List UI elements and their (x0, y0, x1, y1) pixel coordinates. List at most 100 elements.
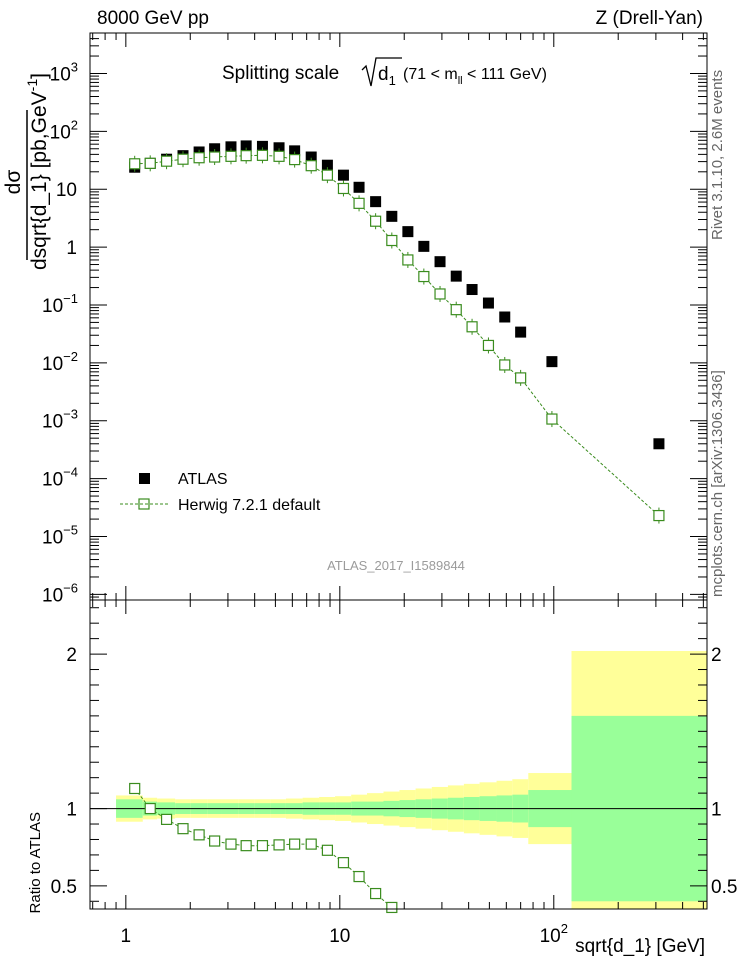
y-tick-label-main-exp: 2 (71, 117, 78, 132)
herwig-point (144, 157, 156, 169)
legend-label-atlas: ATLAS (178, 471, 228, 488)
y-tick-label-ratio-right: 0.5 (711, 877, 737, 898)
herwig-point (515, 372, 527, 384)
ylabel-den-text: dsqrt{d_1} (28, 174, 51, 270)
atlas-point (225, 141, 237, 153)
y-tick-label-main: 10−4 (42, 465, 78, 491)
herwig-point (482, 339, 495, 352)
ratio-point (337, 857, 350, 869)
rivet-label: Rivet 3.1.10, 2.6M events (709, 70, 726, 240)
atlas-point (321, 159, 333, 171)
herwig-point (370, 215, 382, 227)
atlas-point (546, 356, 558, 368)
herwig-point (386, 234, 398, 247)
herwig-point (337, 182, 350, 195)
ylabel-unit: [pb,GeV (28, 91, 51, 174)
herwig-point (402, 254, 414, 266)
title-variable: d1 (378, 64, 396, 88)
ratio-point (305, 838, 317, 850)
herwig-line (134, 154, 660, 516)
y-tick-label-main-exp: −6 (63, 580, 78, 595)
y-tick-label-main-exp: −3 (63, 407, 78, 422)
x-tick-label: 1 (121, 926, 132, 947)
ratio-point (225, 838, 237, 850)
ratio-point (353, 870, 365, 883)
sqrt-sign (361, 57, 402, 87)
y-tick-label-ratio-left: 0.5 (51, 877, 77, 898)
ratio-panel-series (129, 782, 398, 914)
legend-marker-herwig (138, 498, 150, 510)
x-tick-label-exp: 2 (561, 921, 568, 936)
ratio-point (240, 840, 252, 852)
atlas-point (450, 270, 462, 282)
analysis-watermark: ATLAS_2017_I1589844 (327, 558, 465, 573)
y-tick-label-main-base: 10 (42, 354, 63, 375)
y-tick-label-main: 10−2 (42, 349, 78, 375)
herwig-point (546, 413, 558, 425)
atlas-point (653, 438, 665, 450)
y-tick-label-main-base: 10 (50, 64, 71, 85)
atlas-point (337, 169, 349, 181)
x-tick-label-base: 10 (329, 926, 350, 947)
herwig-point (177, 153, 189, 165)
ylabel-unit-exp: -1 (24, 79, 40, 92)
title-cut-suffix: < 111 GeV) (463, 66, 547, 83)
header-right: Z (Drell-Yan) (596, 8, 703, 29)
herwig-point (256, 149, 269, 161)
herwig-point (418, 270, 430, 283)
ratio-point (144, 802, 156, 815)
atlas-point (289, 145, 301, 157)
legend: ATLAS Herwig 7.2.1 default (120, 471, 321, 514)
y-tick-label-main-base: 10 (42, 412, 63, 433)
title-var-sub: 1 (389, 73, 396, 88)
x-tick-label: 102 (540, 921, 568, 947)
y-tick-label-main-exp: −5 (63, 523, 78, 538)
ratio-point (193, 829, 205, 841)
x-tick-label: 10 (329, 926, 350, 947)
herwig-point (499, 359, 511, 371)
y-tick-label-main-base: 1 (66, 238, 77, 259)
ratio-point (370, 887, 382, 900)
y-tick-label-ratio-left: 1 (66, 800, 77, 821)
ratio-point (273, 839, 285, 851)
y-tick-label-ratio-right: 2 (711, 645, 722, 666)
axes: 1 10 10210−610−510−410−310−210−11101021030… (42, 32, 737, 947)
ratio-panel-bands (116, 650, 707, 909)
mcplots-label: mcplots.cern.ch [arXiv:1306.3436] (709, 370, 726, 597)
herwig-point (466, 321, 478, 333)
ratio-point (177, 823, 189, 835)
title-prefix: Splitting scale (222, 63, 339, 84)
herwig-point (353, 197, 365, 209)
x-tick-label-base: 10 (540, 926, 561, 947)
ratio-point (160, 813, 173, 825)
y-axis-label-main: dσ dsqrt{d_1} [pb,GeV-1] (2, 73, 51, 270)
y-tick-label-main-exp: −1 (63, 291, 78, 306)
atlas-point (240, 140, 252, 152)
y-tick-label-main: 10−5 (42, 523, 78, 549)
atlas-point (434, 256, 446, 268)
legend-label-herwig: Herwig 7.2.1 default (178, 497, 321, 514)
y-tick-label-main-base: 10 (42, 585, 63, 606)
y-tick-label-main: 10−3 (42, 407, 78, 433)
herwig-point (434, 288, 446, 300)
atlas-point (402, 226, 414, 238)
y-tick-label-main-exp: −2 (63, 349, 78, 364)
main-panel-series (129, 140, 665, 524)
y-tick-label-main: 103 (50, 59, 78, 85)
y-tick-label-main-base: 10 (42, 470, 63, 491)
herwig-point (209, 151, 221, 163)
herwig-point (193, 152, 205, 164)
herwig-point (240, 150, 252, 162)
atlas-point (273, 142, 285, 154)
legend-marker-atlas (139, 473, 150, 484)
atlas-point (466, 284, 478, 296)
y-tick-label-main-base: 10 (56, 180, 77, 201)
ratio-point (386, 901, 398, 914)
y-tick-label-main: 10−1 (42, 291, 78, 317)
herwig-point (160, 155, 173, 167)
ratio-point (129, 782, 141, 795)
herwig-point (653, 509, 665, 522)
ylabel-unit-close: ] (28, 73, 51, 79)
herwig-point (225, 150, 237, 162)
